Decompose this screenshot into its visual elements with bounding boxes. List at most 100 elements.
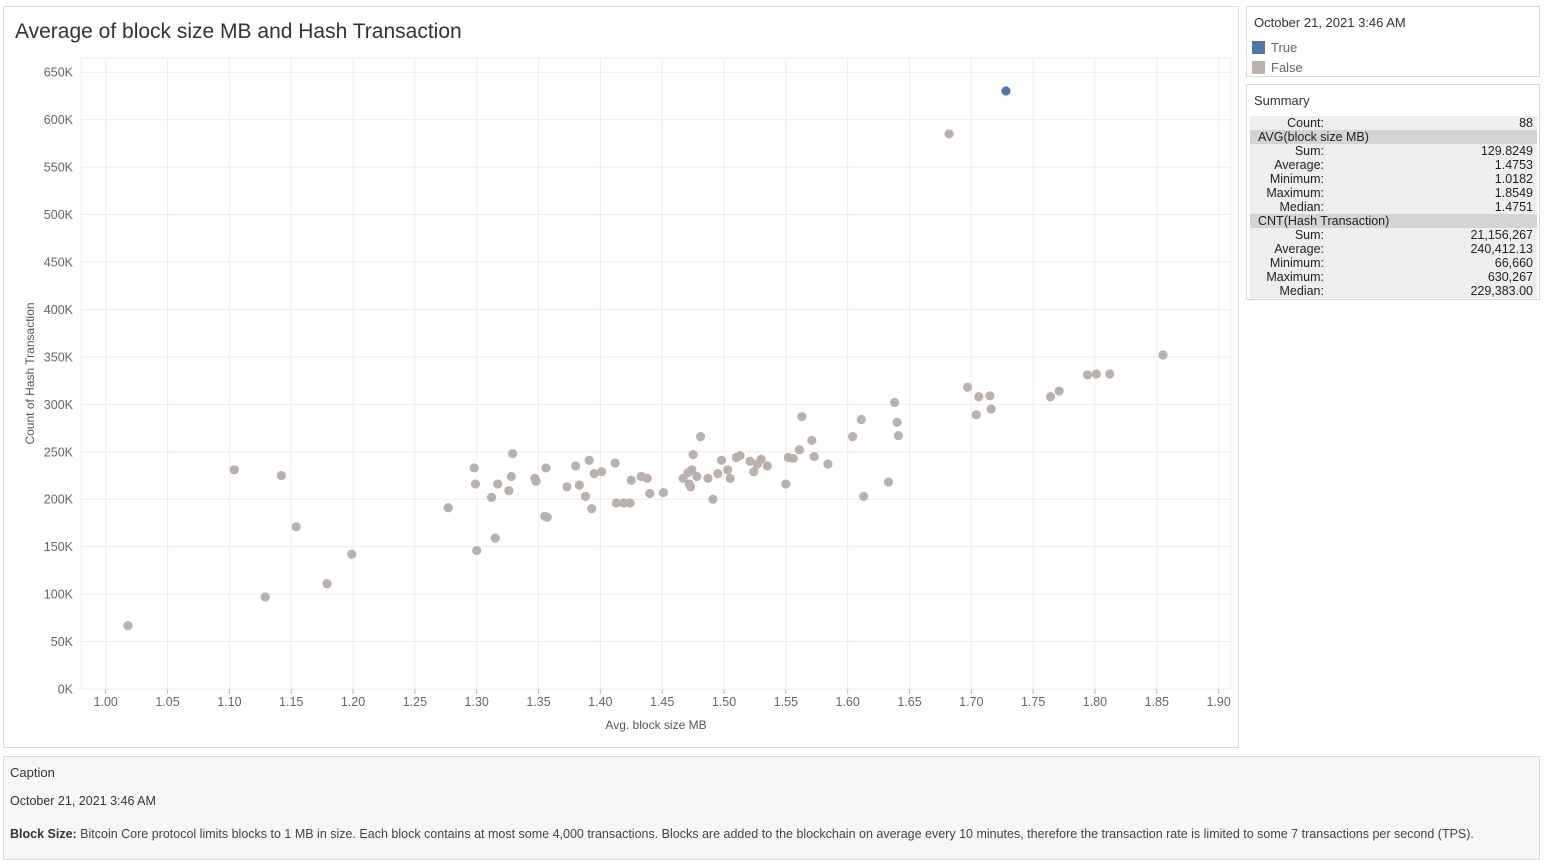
data-point-false[interactable] — [1105, 369, 1115, 379]
data-point-false[interactable] — [658, 487, 669, 498]
data-point-false[interactable] — [809, 451, 819, 462]
data-point-false[interactable] — [642, 473, 652, 483]
data-point-false[interactable] — [883, 477, 894, 487]
data-point-false[interactable] — [725, 473, 735, 483]
data-point-false[interactable] — [596, 467, 607, 477]
y-tick-label: 250K — [44, 445, 74, 459]
data-point-false[interactable] — [574, 480, 584, 490]
data-point-false[interactable] — [322, 579, 332, 589]
data-point-false[interactable] — [807, 435, 817, 445]
data-point-false[interactable] — [506, 471, 516, 482]
data-point-false[interactable] — [703, 473, 713, 483]
data-point-false[interactable] — [541, 463, 551, 473]
data-point-false[interactable] — [856, 414, 866, 425]
data-point-false[interactable] — [291, 522, 301, 532]
data-point-false[interactable] — [486, 492, 497, 502]
data-point-false[interactable] — [625, 498, 635, 508]
data-point-false[interactable] — [713, 469, 723, 479]
summary-row-value: 630,267 — [1487, 270, 1533, 284]
data-point-false[interactable] — [749, 467, 759, 477]
data-point-false[interactable] — [1091, 369, 1101, 379]
scatter-plot[interactable]: 1.00 1.05 1.10 1.15 1.20 1.25 1.30 1.35 1.40 1.45… — [4, 7, 1240, 749]
data-point-false[interactable] — [974, 392, 984, 402]
legend-item-false[interactable]: False — [1252, 59, 1303, 75]
caption-label: Block Size: — [10, 827, 77, 841]
data-point-false[interactable] — [859, 491, 869, 501]
data-point-false[interactable] — [504, 486, 514, 496]
data-point-false[interactable] — [493, 479, 503, 489]
summary-row: Maximum: 630,267 — [1250, 270, 1537, 284]
data-point-false[interactable] — [580, 491, 591, 501]
summary-row: Average: 1.4753 — [1250, 158, 1537, 172]
data-points[interactable] — [123, 86, 1168, 631]
data-point-false[interactable] — [686, 482, 696, 492]
data-point-false[interactable] — [781, 479, 791, 489]
y-tick-label: 100K — [44, 588, 74, 602]
data-point-false[interactable] — [507, 449, 518, 459]
data-point-false[interactable] — [276, 470, 286, 481]
data-point-false[interactable] — [531, 476, 541, 486]
data-point-false[interactable] — [762, 461, 772, 471]
data-point-false[interactable] — [1082, 370, 1093, 380]
data-point-false[interactable] — [1045, 392, 1056, 402]
data-point-false[interactable] — [469, 463, 479, 473]
data-point-false[interactable] — [472, 545, 482, 556]
data-point-false[interactable] — [1158, 350, 1168, 360]
x-tick-label: 1.10 — [217, 695, 241, 709]
data-point-false[interactable] — [944, 129, 954, 139]
data-point-false[interactable] — [890, 397, 900, 408]
data-point-false[interactable] — [610, 458, 620, 468]
data-point-false[interactable] — [1054, 386, 1064, 396]
data-point-false[interactable] — [797, 412, 807, 422]
data-point-false[interactable] — [589, 469, 599, 479]
data-point-false[interactable] — [794, 445, 805, 455]
data-point-false[interactable] — [735, 450, 745, 461]
data-point-false[interactable] — [688, 450, 698, 460]
data-point-false[interactable] — [229, 465, 239, 475]
data-point-false[interactable] — [687, 465, 697, 475]
x-tick-label: 1.20 — [341, 695, 365, 709]
data-point-false[interactable] — [986, 404, 996, 414]
data-point-false[interactable] — [848, 432, 858, 442]
summary-row-value: 66,660 — [1494, 256, 1533, 270]
data-point-false[interactable] — [893, 431, 903, 441]
data-point-false[interactable] — [963, 382, 973, 392]
data-point-false[interactable] — [611, 498, 622, 508]
data-point-false[interactable] — [745, 456, 755, 466]
x-tick-label: 1.55 — [774, 695, 798, 709]
data-point-false[interactable] — [708, 494, 718, 504]
data-point-false[interactable] — [645, 488, 655, 499]
data-point-false[interactable] — [723, 465, 733, 475]
data-point-false[interactable] — [823, 459, 833, 469]
data-point-false[interactable] — [542, 512, 552, 522]
data-point-false[interactable] — [443, 503, 453, 513]
data-point-false[interactable] — [260, 592, 270, 602]
data-point-false[interactable] — [788, 453, 798, 464]
data-point-false[interactable] — [695, 432, 706, 442]
data-point-false[interactable] — [123, 621, 133, 631]
data-point-false[interactable] — [756, 454, 766, 464]
y-axis-ticks: 0K 50K 100K 150K 200K 250K 300K 350K 400K 450K 500… — [44, 66, 74, 697]
data-point-false[interactable] — [892, 417, 902, 427]
summary-row: Sum: 21,156,267 — [1250, 228, 1537, 242]
y-tick-label: 550K — [44, 161, 74, 175]
data-point-false[interactable] — [626, 475, 636, 485]
data-point-false[interactable] — [692, 471, 702, 482]
summary-row-label: Minimum: — [1269, 172, 1324, 186]
data-point-false[interactable] — [587, 504, 597, 514]
data-point-false[interactable] — [562, 482, 572, 492]
x-tick-label: 1.80 — [1083, 695, 1107, 709]
data-point-false[interactable] — [470, 479, 481, 489]
legend-item-true[interactable]: True — [1252, 39, 1297, 55]
data-point-false[interactable] — [716, 455, 727, 465]
data-point-false[interactable] — [571, 461, 581, 471]
data-point-false[interactable] — [985, 391, 995, 401]
data-point-false[interactable] — [490, 533, 500, 543]
data-point-true[interactable] — [1001, 86, 1011, 96]
y-tick-label: 300K — [44, 398, 74, 412]
data-point-false[interactable] — [971, 410, 981, 420]
summary-row: Median: 229,383.00 — [1250, 284, 1537, 298]
data-point-false[interactable] — [584, 455, 594, 465]
summary-row-count: Count: 88 — [1250, 116, 1537, 130]
data-point-false[interactable] — [347, 549, 357, 559]
